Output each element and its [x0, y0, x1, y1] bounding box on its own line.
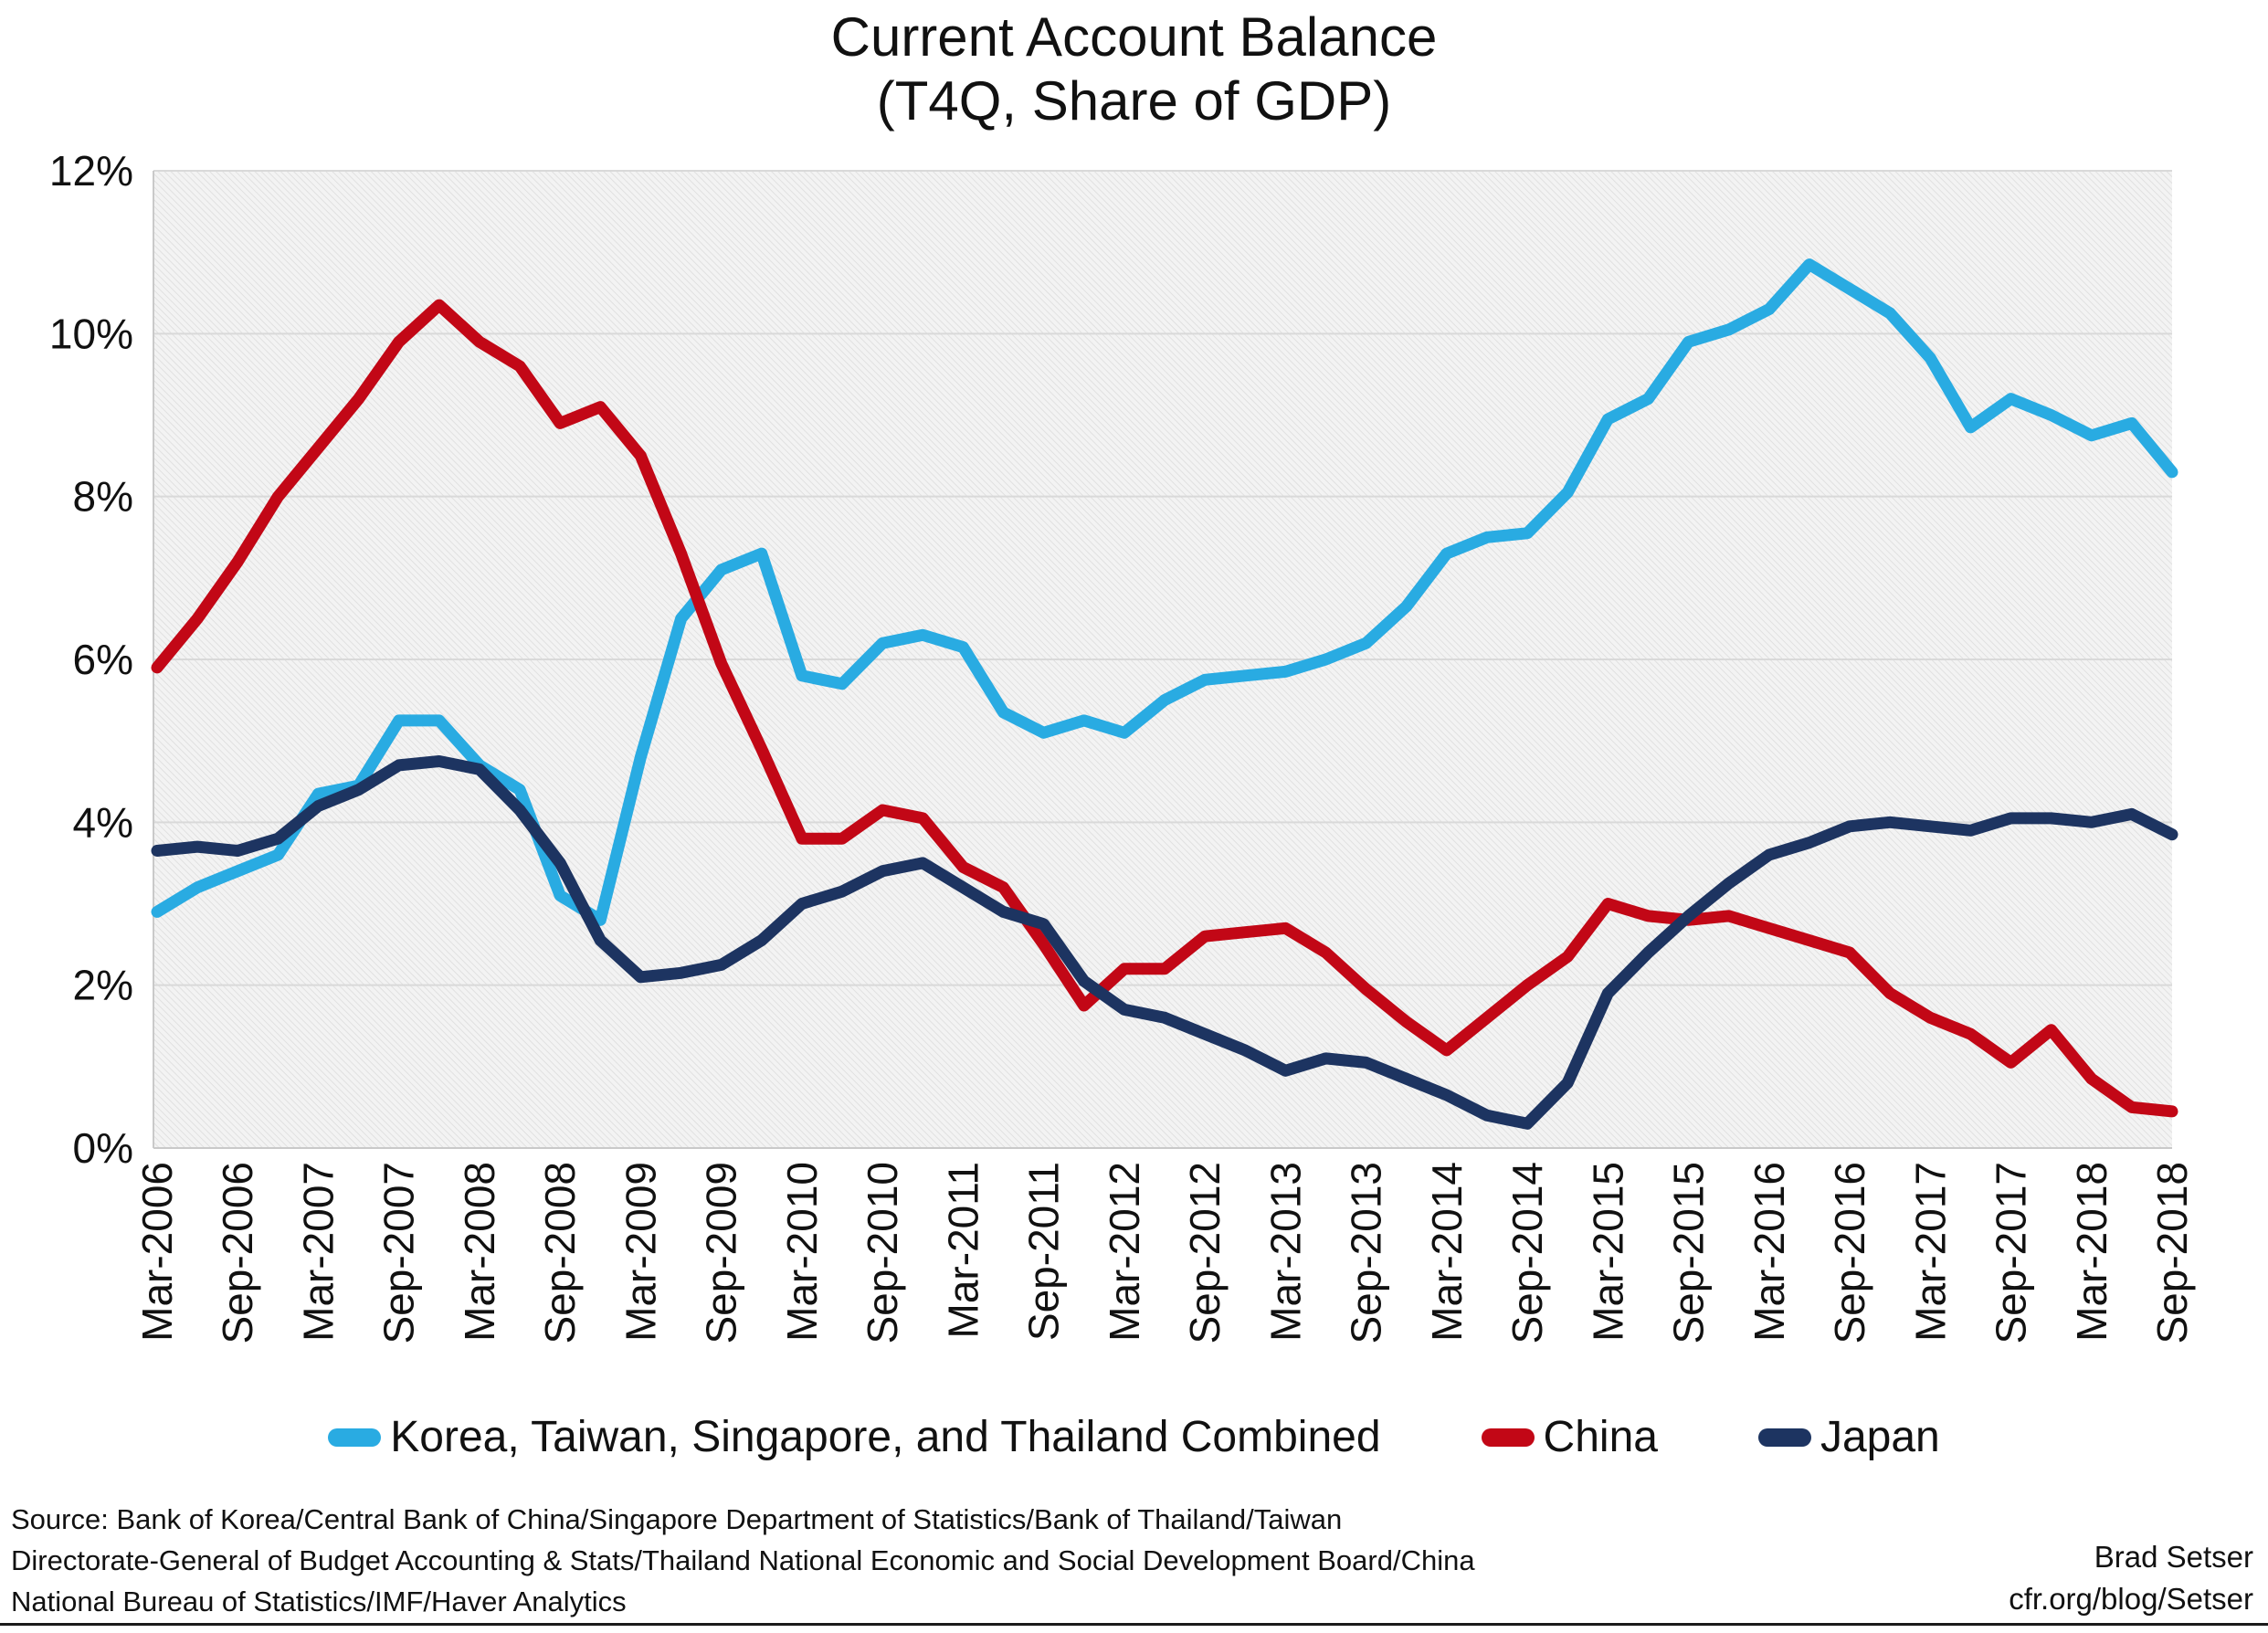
series-line-combined	[151, 258, 2178, 926]
y-tick-label-2: 2%	[73, 962, 133, 1009]
y-tick-label-8: 8%	[73, 473, 133, 521]
chart-title-line2: (T4Q, Share of GDP)	[876, 69, 1392, 132]
x-tick-label-Sep-2012: Sep-2012	[1181, 1162, 1229, 1344]
x-tick-label-Sep-2016: Sep-2016	[1826, 1162, 1873, 1344]
chart-svg: 0% 2% 4% 6% 8% 10% 12% Mar-2006 Sep-2006 Mar-2007…	[49, 147, 2196, 1344]
legend-item-japan: Japan	[1757, 1412, 1940, 1462]
y-tick-label-10: 10%	[49, 310, 133, 357]
author-credit: Brad Setser cfr.org/blog/Setser	[2009, 1536, 2253, 1619]
x-tick-label-Mar-2013: Mar-2013	[1261, 1162, 1309, 1342]
y-tick-label-0: 0%	[73, 1124, 133, 1172]
x-tick-label-Sep-2006: Sep-2006	[214, 1162, 261, 1344]
x-tick-label-Mar-2007: Mar-2007	[294, 1162, 342, 1342]
x-tick-label-Sep-2010: Sep-2010	[859, 1162, 906, 1344]
x-tick-label-Mar-2015: Mar-2015	[1584, 1162, 1631, 1342]
legend-item-combined: Korea, Taiwan, Singapore, and Thailand C…	[328, 1412, 1381, 1462]
x-tick-label-Mar-2012: Mar-2012	[1101, 1162, 1148, 1342]
x-tick-label-Sep-2009: Sep-2009	[698, 1162, 745, 1344]
x-tick-label-Mar-2010: Mar-2010	[778, 1162, 826, 1342]
x-tick-label-Sep-2007: Sep-2007	[375, 1162, 423, 1344]
legend-marker-icon	[1481, 1428, 1535, 1447]
x-tick-label-Mar-2016: Mar-2016	[1746, 1162, 1793, 1342]
x-tick-label-Mar-2017: Mar-2017	[1906, 1162, 1954, 1342]
x-tick-label-Mar-2014: Mar-2014	[1423, 1162, 1471, 1342]
source-line-3: National Bureau of Statistics/IMF/Haver …	[11, 1585, 627, 1617]
bottom-border-rule	[0, 1623, 2268, 1626]
chart-title: Current Account Balance (T4Q, Share of G…	[0, 5, 2268, 132]
source-line-1: Source: Bank of Korea/Central Bank of Ch…	[11, 1503, 1343, 1535]
x-tick-label-Sep-2014: Sep-2014	[1503, 1162, 1551, 1344]
legend-label: Japan	[1820, 1413, 1940, 1461]
series-line-japan	[151, 755, 2178, 1130]
y-tick-label-6: 6%	[73, 636, 133, 683]
x-tick-label-Sep-2018: Sep-2018	[2148, 1162, 2196, 1344]
chart-legend: Korea, Taiwan, Singapore, and Thailand C…	[0, 1412, 2268, 1462]
source-note: Source: Bank of Korea/Central Bank of Ch…	[11, 1500, 1475, 1623]
series-line-china	[151, 299, 2178, 1118]
x-tick-label-Sep-2013: Sep-2013	[1343, 1162, 1390, 1344]
legend-item-china: China	[1481, 1412, 1658, 1462]
y-tick-label-4: 4%	[73, 798, 133, 846]
chart-title-line1: Current Account Balance	[830, 6, 1438, 68]
legend-label: China	[1543, 1413, 1658, 1461]
x-tick-label-Mar-2008: Mar-2008	[456, 1162, 503, 1342]
x-tick-label-Mar-2011: Mar-2011	[939, 1162, 986, 1338]
x-tick-label-Sep-2017: Sep-2017	[1988, 1162, 2035, 1344]
chart-area: 0% 2% 4% 6% 8% 10% 12% Mar-2006 Sep-2006 Mar-2007…	[49, 147, 2196, 1344]
source-line-2: Directorate-General of Budget Accounting…	[11, 1543, 1475, 1576]
legend-marker-icon	[1757, 1428, 1811, 1447]
x-tick-label-Sep-2008: Sep-2008	[536, 1162, 584, 1344]
x-tick-label-Mar-2006: Mar-2006	[133, 1162, 181, 1342]
y-tick-label-12: 12%	[49, 147, 133, 195]
credit-line-2: cfr.org/blog/Setser	[2009, 1581, 2253, 1616]
x-tick-label-Mar-2009: Mar-2009	[617, 1162, 664, 1342]
credit-line-1: Brad Setser	[2094, 1540, 2253, 1574]
x-tick-label-Sep-2015: Sep-2015	[1665, 1162, 1713, 1344]
legend-marker-icon	[328, 1428, 382, 1447]
x-tick-label-Mar-2018: Mar-2018	[2068, 1162, 2115, 1342]
legend-label: Korea, Taiwan, Singapore, and Thailand C…	[390, 1413, 1381, 1461]
x-tick-label-Sep-2011: Sep-2011	[1020, 1162, 1068, 1341]
